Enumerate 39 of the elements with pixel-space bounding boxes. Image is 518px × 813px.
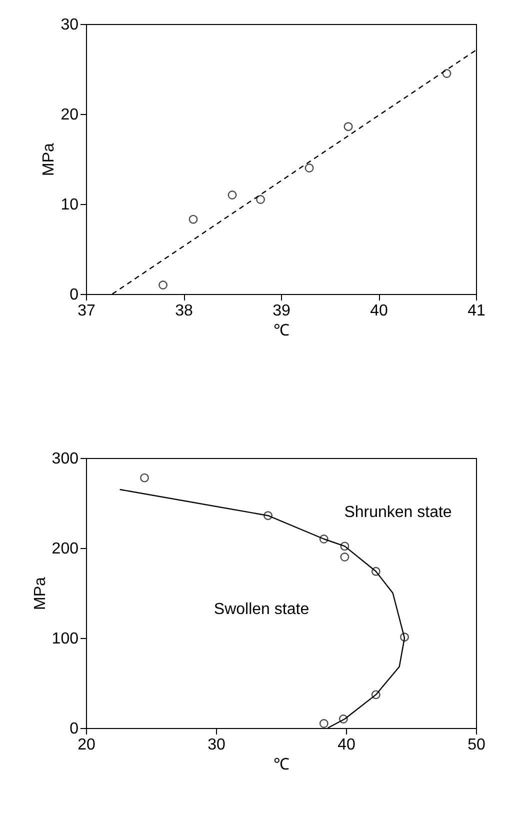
x-tick-label: 39 [272, 302, 290, 320]
y-axis-title: MPa [32, 576, 49, 610]
y-tick-label: 30 [60, 16, 79, 34]
point [264, 511, 272, 520]
annotation: Swollen state [214, 601, 310, 618]
point [442, 69, 452, 78]
x-tick-label: 40 [338, 736, 356, 754]
point [158, 280, 168, 290]
point [140, 473, 149, 482]
y-tick-label: 0 [70, 720, 79, 738]
annotation: Shrunken state [344, 504, 452, 521]
point [338, 714, 348, 724]
point [319, 534, 328, 544]
y-tick-label: 300 [52, 450, 79, 468]
x-axis-title: ℃ [274, 756, 290, 774]
x-tick-label: 40 [370, 302, 388, 320]
y-tick-label: 0 [70, 286, 79, 304]
point [304, 164, 314, 172]
x-tick-label: 38 [175, 302, 193, 320]
x-axis-title: ℃ [274, 322, 290, 340]
y-tick-label: 20 [60, 106, 79, 124]
point [400, 632, 409, 642]
y-tick-label: 10 [60, 196, 79, 214]
y-axis-title: MPa [40, 142, 58, 176]
y-tick-label: 100 [52, 630, 79, 648]
point [228, 190, 237, 200]
point [371, 566, 380, 576]
x-tick-label: 41 [468, 302, 486, 320]
point [319, 719, 328, 728]
point [371, 690, 380, 700]
point [344, 122, 353, 132]
point [340, 542, 350, 551]
point [188, 214, 198, 224]
x-tick-label: 37 [78, 302, 96, 320]
y-tick-label: 200 [52, 540, 79, 558]
point [256, 195, 265, 204]
point [340, 552, 350, 562]
x-tick-label: 50 [468, 736, 486, 754]
x-tick-label: 30 [208, 736, 226, 754]
